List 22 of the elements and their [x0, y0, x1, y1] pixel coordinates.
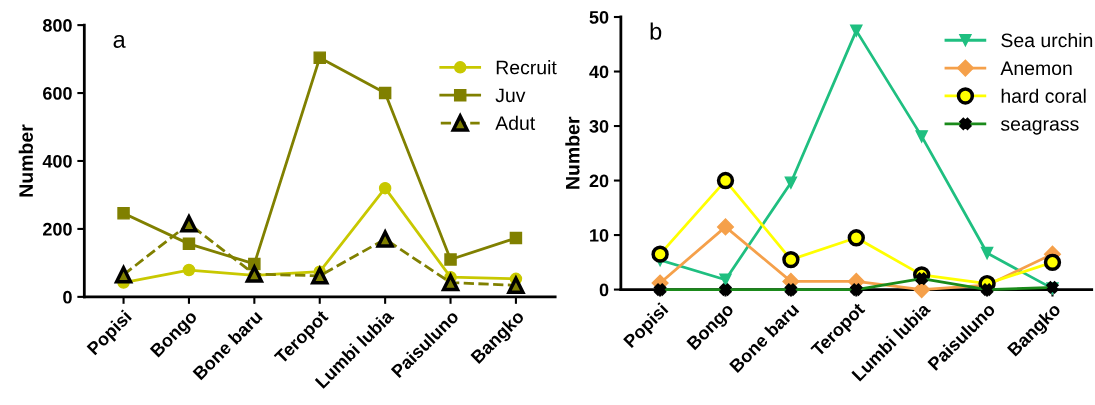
y-tick-label: 800	[42, 19, 72, 32]
legend-label: Recruit	[496, 60, 557, 75]
y-tick-label: 10	[590, 229, 609, 242]
y-tick-label: 50	[589, 10, 609, 24]
y-axis-title: Number	[18, 124, 33, 197]
legend-label: Adut	[495, 115, 536, 131]
legend-label: Juv	[495, 88, 526, 103]
legend-label: Anemon	[1000, 61, 1072, 76]
y-tick-label: 200	[43, 222, 72, 236]
legend-label: Sea urchin	[1001, 32, 1093, 48]
chart-title: b	[650, 22, 662, 40]
chart-title: a	[113, 34, 126, 48]
y-tick-label: 20	[589, 174, 609, 188]
y-tick-label: 40	[589, 65, 609, 79]
y-tick-label: 30	[589, 119, 609, 133]
y-tick-label: 0	[63, 290, 72, 304]
y-tick-label: 0	[599, 283, 609, 297]
legend-label: hard coral	[1001, 88, 1086, 103]
y-tick-label: 600	[43, 86, 72, 100]
legend-label: seagrass	[1000, 120, 1079, 135]
y-tick-label: 400	[42, 154, 72, 168]
y-axis-title: Number	[565, 116, 580, 189]
